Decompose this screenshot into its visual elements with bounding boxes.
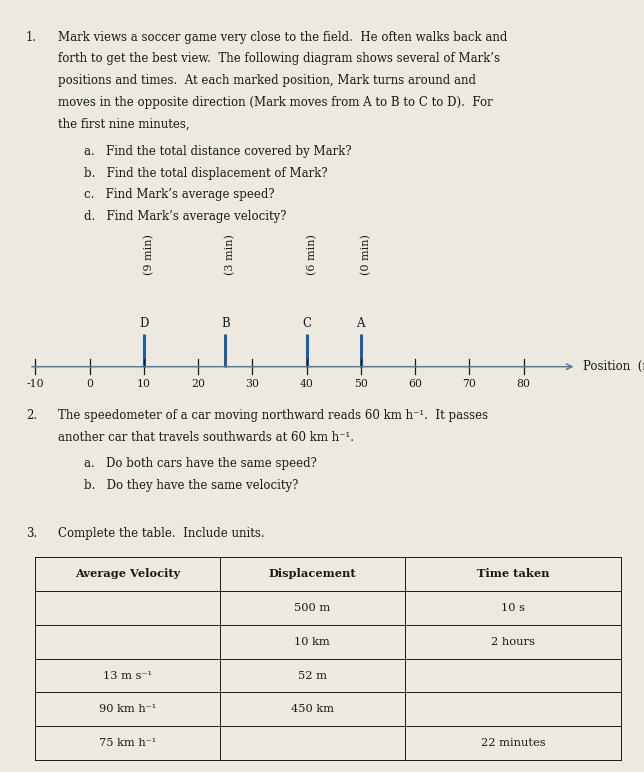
Text: 52 m: 52 m xyxy=(298,671,327,680)
Text: a.   Find the total distance covered by Mark?: a. Find the total distance covered by Ma… xyxy=(84,145,352,158)
Text: 500 m: 500 m xyxy=(294,603,330,612)
Text: 20: 20 xyxy=(191,379,205,389)
Text: 50: 50 xyxy=(354,379,368,389)
Text: -10: -10 xyxy=(26,379,44,389)
Text: A: A xyxy=(357,317,365,330)
Text: (0 min): (0 min) xyxy=(361,235,371,275)
Text: 10: 10 xyxy=(137,379,151,389)
Text: C: C xyxy=(302,317,311,330)
Text: 60: 60 xyxy=(408,379,422,389)
Text: 90 km h⁻¹: 90 km h⁻¹ xyxy=(99,705,156,714)
Text: 70: 70 xyxy=(462,379,476,389)
Text: b.   Find the total displacement of Mark?: b. Find the total displacement of Mark? xyxy=(84,167,327,180)
Text: D: D xyxy=(139,317,149,330)
Text: another car that travels southwards at 60 km h⁻¹.: another car that travels southwards at 6… xyxy=(58,431,354,444)
Text: 10 km: 10 km xyxy=(294,637,330,646)
Text: Position  (m): Position (m) xyxy=(583,361,644,373)
Text: 10 s: 10 s xyxy=(501,603,525,612)
Text: 80: 80 xyxy=(516,379,531,389)
Text: 1.: 1. xyxy=(26,31,37,44)
Text: B: B xyxy=(221,317,230,330)
Text: Complete the table.  Include units.: Complete the table. Include units. xyxy=(58,527,265,540)
Text: Average Velocity: Average Velocity xyxy=(75,568,180,579)
Text: The speedometer of a car moving northward reads 60 km h⁻¹.  It passes: The speedometer of a car moving northwar… xyxy=(58,409,488,422)
Text: (3 min): (3 min) xyxy=(225,235,236,275)
Text: b.   Do they have the same velocity?: b. Do they have the same velocity? xyxy=(84,479,298,492)
Text: a.   Do both cars have the same speed?: a. Do both cars have the same speed? xyxy=(84,457,317,470)
Text: 3.: 3. xyxy=(26,527,37,540)
Text: d.   Find Mark’s average velocity?: d. Find Mark’s average velocity? xyxy=(84,210,286,223)
Text: 30: 30 xyxy=(245,379,260,389)
Text: the first nine minutes,: the first nine minutes, xyxy=(58,117,189,130)
Text: Mark views a soccer game very close to the field.  He often walks back and: Mark views a soccer game very close to t… xyxy=(58,31,507,44)
Text: c.   Find Mark’s average speed?: c. Find Mark’s average speed? xyxy=(84,188,274,201)
Text: 22 minutes: 22 minutes xyxy=(480,739,545,748)
Text: 13 m s⁻¹: 13 m s⁻¹ xyxy=(103,671,152,680)
Text: 450 km: 450 km xyxy=(291,705,334,714)
Text: positions and times.  At each marked position, Mark turns around and: positions and times. At each marked posi… xyxy=(58,74,476,87)
Text: (9 min): (9 min) xyxy=(144,235,154,275)
Text: 2.: 2. xyxy=(26,409,37,422)
Text: 2 hours: 2 hours xyxy=(491,637,535,646)
Text: 40: 40 xyxy=(299,379,314,389)
Text: Displacement: Displacement xyxy=(269,568,356,579)
Text: moves in the opposite direction (Mark moves from A to B to C to D).  For: moves in the opposite direction (Mark mo… xyxy=(58,96,493,109)
Text: (6 min): (6 min) xyxy=(307,235,317,275)
Text: Time taken: Time taken xyxy=(477,568,549,579)
Text: 75 km h⁻¹: 75 km h⁻¹ xyxy=(99,739,156,748)
Text: forth to get the best view.  The following diagram shows several of Mark’s: forth to get the best view. The followin… xyxy=(58,52,500,66)
Text: 0: 0 xyxy=(86,379,93,389)
